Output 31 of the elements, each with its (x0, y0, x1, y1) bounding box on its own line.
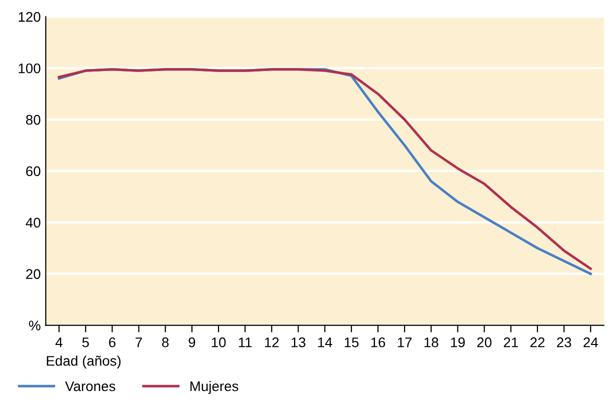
x-tick-label: 20 (477, 337, 492, 348)
y-tick-label: 20 (26, 269, 40, 279)
y-tick-label: 120 (18, 12, 40, 22)
x-tick-label: 19 (451, 337, 465, 348)
x-tick-label: 4 (55, 338, 62, 348)
y-tick-label: 80 (26, 114, 40, 125)
x-tick-label: 16 (371, 337, 386, 348)
x-tick-label: 6 (109, 337, 116, 348)
x-tick-label: 24 (584, 337, 598, 348)
x-tick-label: 5 (82, 338, 89, 348)
y-tick-label: 60 (26, 166, 40, 176)
x-tick-label: 23 (557, 337, 572, 348)
y-tick-label: % (29, 320, 40, 330)
x-tick-label: 22 (530, 337, 544, 348)
legend-label: Mujeres (190, 380, 238, 394)
x-tick-label: 18 (424, 337, 438, 348)
x-tick-label: 7 (136, 338, 142, 348)
x-tick-label: 17 (398, 338, 412, 348)
y-tick-label: 100 (18, 63, 40, 74)
x-tick-label: 10 (212, 337, 226, 348)
x-tick-label: 11 (238, 338, 252, 348)
y-tick-label: 40 (26, 218, 40, 228)
x-tick-label: 14 (318, 338, 332, 348)
x-tick-label: 12 (265, 337, 279, 348)
x-tick-label: 13 (292, 337, 306, 348)
x-tick-label: 15 (344, 338, 359, 348)
x-tick-label: 9 (188, 337, 196, 348)
x-tick-label: 8 (162, 337, 169, 348)
x-axis-title: Edad (años) (46, 356, 121, 369)
legend-label: Varones (65, 381, 116, 392)
x-tick-label: 21 (504, 337, 518, 348)
